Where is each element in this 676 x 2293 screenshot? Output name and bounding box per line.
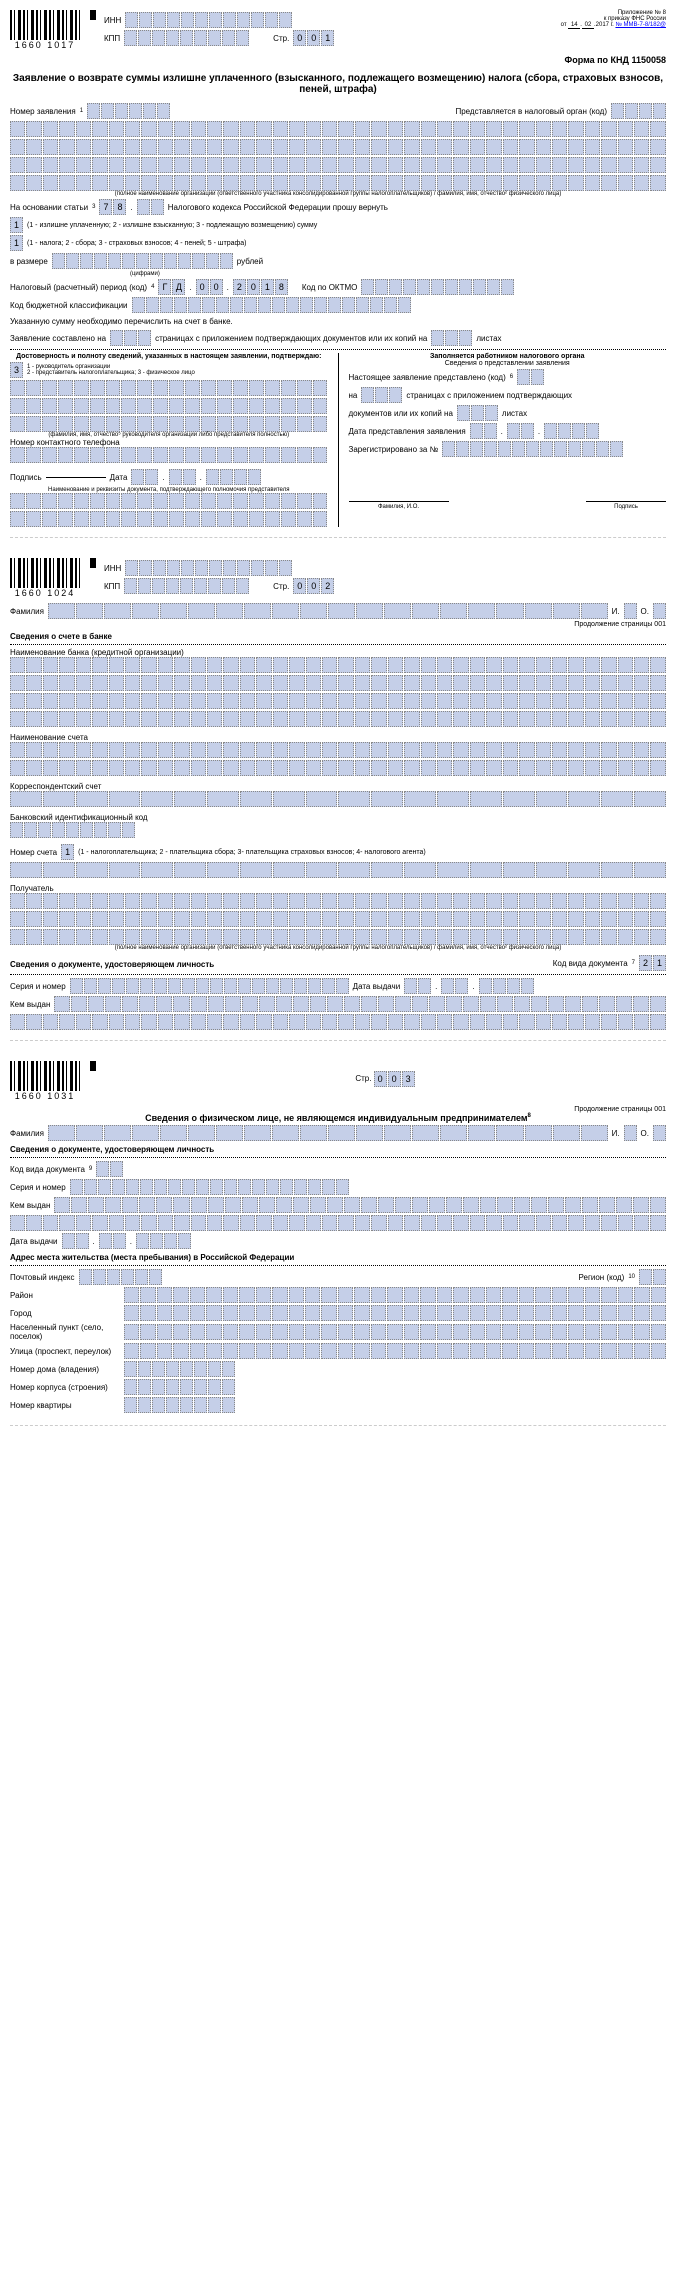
type1-val: 1: [10, 217, 23, 233]
bank-title: Сведения о счете в банке: [10, 632, 666, 641]
inn-label: ИНН: [104, 16, 121, 25]
addr-title: Адрес места жительства (места пребывания…: [10, 1253, 666, 1262]
page-1: 1660 1017 ИНН КПП Стр. 001 Приложение № …: [10, 10, 666, 538]
str-label: Стр.: [273, 34, 289, 43]
corr-label: Корреспондентский счет: [10, 782, 666, 791]
recipient-label: Получатель: [10, 884, 666, 893]
id-title: Сведения о документе, удостоверяющем лич…: [10, 960, 214, 969]
inn-cells: [125, 12, 292, 28]
org-note: (полное наименование организации (ответс…: [10, 191, 666, 197]
kbk-label: Код бюджетной классификации: [10, 301, 128, 310]
order-link[interactable]: № ММВ-7-8/182@: [615, 22, 666, 28]
sign-label: Подпись: [10, 473, 42, 482]
tax-org-code: [611, 103, 666, 119]
serial-label: Серия и номер: [10, 982, 66, 991]
type2-val: 1: [10, 235, 23, 251]
page-3: 1660 1031 Стр. 003 Продолжение страницы …: [10, 1061, 666, 1426]
type1-note: (1 - излишне уплаченную; 2 - излишне взы…: [27, 222, 317, 229]
doc-type-label: Код вида документа: [553, 959, 628, 968]
app-num-cells: [87, 103, 170, 119]
digits-label: (цифрами): [130, 271, 666, 277]
pages-with-label: страницах с приложением подтверждающих д…: [155, 334, 427, 343]
app-num-label: Номер заявления: [10, 107, 76, 116]
registered-label: Зарегистрировано за №: [349, 445, 439, 454]
sheets-label: листах: [476, 334, 501, 343]
type2-note: (1 - налога; 2 - сбора; 3 - страховых вз…: [27, 240, 247, 247]
amount-label: в размере: [10, 257, 48, 266]
barcode-3: 1660 1031: [10, 1061, 80, 1101]
basis-label: На основании статьи: [10, 203, 88, 212]
cont-label: Продолжение страницы 001: [10, 621, 666, 628]
p3-title: Сведения о физическом лице, не являющемс…: [145, 1113, 527, 1123]
presented-label: Настоящее заявление представлено (код): [349, 373, 506, 382]
rubles-label: рублей: [237, 257, 263, 266]
acc-name-label: Наименование счета: [10, 733, 666, 742]
issued-by-label: Кем выдан: [10, 1000, 50, 1009]
transfer-note: Указанную сумму необходимо перечислить н…: [10, 317, 666, 326]
barcode-2: 1660 1024: [10, 558, 80, 598]
kbk-cells: [132, 297, 411, 313]
period-label: Налоговый (расчетный) период (код): [10, 283, 147, 292]
kpp-label: КПП: [104, 34, 120, 43]
surname-label: Фамилия: [10, 607, 44, 616]
org-line-1: [10, 121, 666, 137]
oktmo-cells: [361, 279, 514, 295]
barcode-1-number: 1660 1017: [15, 40, 76, 50]
acc-num-label: Номер счета: [10, 848, 57, 857]
oktmo-label: Код по ОКТМО: [302, 283, 357, 292]
kpp-cells: [124, 30, 249, 46]
confirmer-opts: 1 - руководитель организации 2 - предста…: [27, 364, 195, 376]
left-title: Достоверность и полноту сведений, указан…: [10, 353, 328, 360]
right-title: Заполняется работником налогового органа: [349, 353, 667, 360]
submit-to-label: Представляется в налоговый орган (код): [455, 107, 607, 116]
barcode-1: 1660 1017: [10, 10, 80, 50]
page-2: 1660 1024 ИНН КПП Стр. 002 Фамилия И. О.…: [10, 558, 666, 1041]
form-code: Форма по КНД 1150058: [10, 55, 666, 65]
tax-code-label: Налогового кодекса Российской Федерации …: [168, 203, 388, 212]
bank-name-label: Наименование банка (кредитной организаци…: [10, 648, 666, 657]
cont-label-3: Продолжение страницы 001: [10, 1106, 666, 1113]
article-cells: 78: [99, 199, 126, 215]
submit-date-label: Дата представления заявления: [349, 427, 466, 436]
amount-cells: [52, 253, 233, 269]
period-cells: ГД: [158, 279, 185, 295]
recipient-note: (полное наименование организации (ответс…: [10, 945, 666, 951]
issue-date-label: Дата выдачи: [353, 982, 401, 991]
date-label: Дата: [110, 473, 128, 482]
confirmer-type: 3: [10, 362, 23, 378]
right-sub: Сведения о представлении заявления: [349, 360, 667, 367]
acc-opts: (1 - налогоплательщика; 2 - плательщика …: [78, 849, 426, 856]
bik-label: Банковский идентификационный код: [10, 813, 666, 822]
form-title: Заявление о возврате суммы излишне уплач…: [10, 73, 666, 95]
composed-label: Заявление составлено на: [10, 334, 106, 343]
phone-label: Номер контактного телефона: [10, 438, 328, 447]
page-num-1: 001: [293, 30, 334, 46]
